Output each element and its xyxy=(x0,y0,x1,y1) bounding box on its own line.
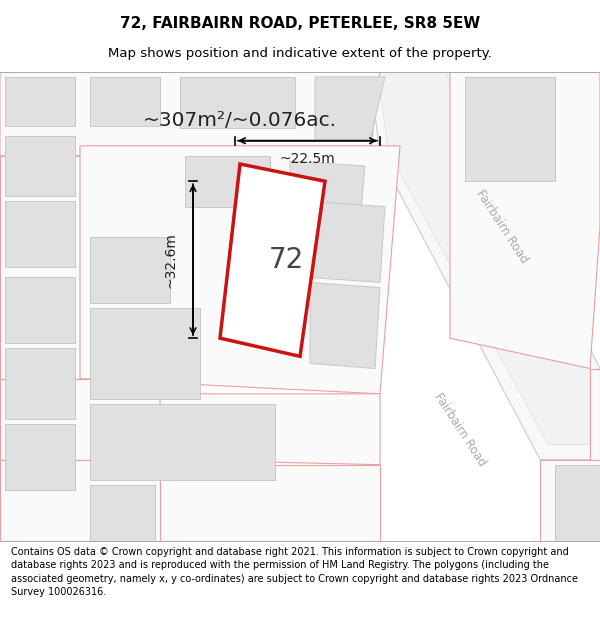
Polygon shape xyxy=(0,379,160,459)
Polygon shape xyxy=(90,485,155,541)
Polygon shape xyxy=(5,201,75,268)
Polygon shape xyxy=(378,72,590,444)
Polygon shape xyxy=(555,465,600,541)
Polygon shape xyxy=(90,404,275,480)
Polygon shape xyxy=(450,72,600,369)
Text: ~22.5m: ~22.5m xyxy=(280,152,335,166)
Polygon shape xyxy=(160,465,380,541)
Polygon shape xyxy=(90,308,200,399)
Polygon shape xyxy=(0,72,380,156)
Text: Map shows position and indicative extent of the property.: Map shows position and indicative extent… xyxy=(108,48,492,61)
Polygon shape xyxy=(90,237,170,302)
Polygon shape xyxy=(180,77,295,128)
Polygon shape xyxy=(5,136,75,196)
Polygon shape xyxy=(0,459,160,541)
Polygon shape xyxy=(5,424,75,490)
Text: 72, FAIRBAIRN ROAD, PETERLEE, SR8 5EW: 72, FAIRBAIRN ROAD, PETERLEE, SR8 5EW xyxy=(120,16,480,31)
Polygon shape xyxy=(185,156,270,206)
Polygon shape xyxy=(290,161,365,222)
Polygon shape xyxy=(310,201,385,282)
Polygon shape xyxy=(5,278,75,343)
Polygon shape xyxy=(5,348,75,419)
Polygon shape xyxy=(465,77,555,181)
Text: ~307m²/~0.076ac.: ~307m²/~0.076ac. xyxy=(143,111,337,130)
Text: 72: 72 xyxy=(269,246,304,274)
Text: Contains OS data © Crown copyright and database right 2021. This information is : Contains OS data © Crown copyright and d… xyxy=(11,546,578,598)
Text: Fairbairn Road: Fairbairn Road xyxy=(473,188,530,266)
Polygon shape xyxy=(5,77,75,126)
Polygon shape xyxy=(160,394,380,465)
Polygon shape xyxy=(310,282,380,369)
Polygon shape xyxy=(315,77,385,141)
Polygon shape xyxy=(590,369,600,459)
Polygon shape xyxy=(540,459,600,541)
Polygon shape xyxy=(370,72,600,459)
Polygon shape xyxy=(90,77,160,126)
Polygon shape xyxy=(0,156,80,379)
Text: Fairbairn Road: Fairbairn Road xyxy=(431,390,488,468)
Polygon shape xyxy=(80,146,400,394)
Polygon shape xyxy=(220,164,325,356)
Text: ~32.6m: ~32.6m xyxy=(164,232,178,288)
